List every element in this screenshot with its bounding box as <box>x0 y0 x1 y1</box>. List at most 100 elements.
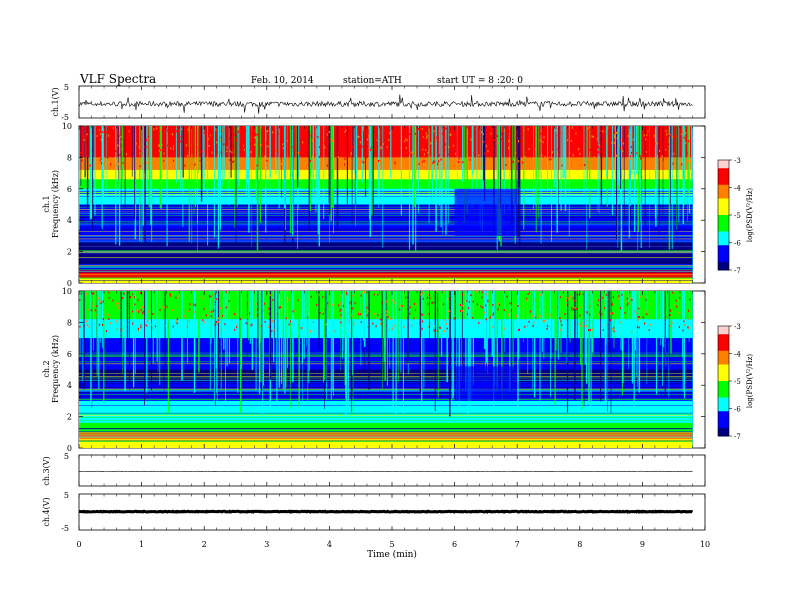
noise-speck <box>220 329 222 332</box>
noise-speck <box>175 130 178 133</box>
noise-speck <box>99 159 101 162</box>
noise-speck <box>153 128 155 131</box>
noise-speck <box>542 141 544 144</box>
colorbar-segment <box>718 223 729 227</box>
noise-speck <box>567 297 569 300</box>
noise-speck <box>425 137 428 140</box>
noise-speck <box>665 315 667 318</box>
noise-speck <box>492 312 495 315</box>
noise-speck <box>361 145 363 148</box>
noise-speck <box>158 149 160 152</box>
noise-speck <box>426 127 428 130</box>
ch4-voltage-label: ch.4(V) <box>42 497 51 526</box>
noise-speck <box>159 149 161 152</box>
noise-speck <box>231 151 233 154</box>
noise-speck <box>522 307 525 310</box>
noise-speck <box>684 323 686 326</box>
noise-speck <box>404 140 406 142</box>
noise-speck <box>381 302 383 305</box>
noise-speck <box>300 327 302 330</box>
noise-speck <box>158 144 160 147</box>
noise-speck <box>429 156 431 159</box>
noise-speck <box>177 316 179 319</box>
noise-speck <box>423 160 425 163</box>
noise-speck <box>125 144 127 147</box>
noise-speck <box>687 140 690 143</box>
noise-speck <box>206 294 208 297</box>
noise-speck <box>374 312 376 315</box>
noise-speck <box>108 317 110 320</box>
noise-speck <box>235 139 238 142</box>
noise-speck <box>243 148 245 151</box>
noise-speck <box>596 137 598 140</box>
noise-speck <box>668 157 670 160</box>
noise-speck <box>79 299 81 301</box>
noise-speck <box>386 324 388 327</box>
noise-speck <box>406 139 408 142</box>
noise-speck <box>318 293 320 296</box>
noise-speck <box>121 329 123 332</box>
noise-speck <box>221 129 223 132</box>
noise-speck <box>139 307 141 310</box>
noise-speck <box>117 302 119 305</box>
y-tick-label: 6 <box>67 185 72 194</box>
noise-speck <box>614 133 616 136</box>
colorbar-tick-label: -6 <box>734 240 741 248</box>
noise-speck <box>485 293 487 296</box>
noise-speck <box>100 157 102 160</box>
noise-speck <box>524 325 526 328</box>
noise-speck <box>115 302 117 305</box>
noise-speck <box>326 164 328 167</box>
noise-speck <box>312 155 314 158</box>
noise-speck <box>432 301 434 304</box>
noise-speck <box>446 148 448 151</box>
noise-speck <box>164 324 167 327</box>
noise-speck <box>120 135 122 138</box>
noise-speck <box>444 143 446 146</box>
colorbar-tick-label: -4 <box>734 185 741 193</box>
noise-speck <box>448 146 450 149</box>
noise-speck <box>457 148 459 151</box>
noise-speck <box>116 314 118 317</box>
noise-speck <box>139 155 141 158</box>
colorbar-segment <box>718 364 729 368</box>
noise-speck <box>328 131 330 133</box>
noise-speck <box>326 138 328 141</box>
noise-speck <box>96 142 98 145</box>
noise-speck <box>421 320 424 323</box>
noise-speck <box>358 136 360 138</box>
noise-speck <box>270 320 273 323</box>
noise-speck <box>187 310 189 312</box>
noise-speck <box>152 313 154 315</box>
noise-speck <box>482 141 484 144</box>
noise-speck <box>574 299 576 302</box>
colorbar-segment <box>718 353 729 357</box>
spectral-band <box>79 126 693 158</box>
noise-speck <box>450 147 452 150</box>
noise-speck <box>472 312 474 315</box>
noise-speck <box>660 132 662 135</box>
noise-speck <box>575 293 577 296</box>
noise-speck <box>98 129 100 132</box>
noise-speck <box>115 305 117 308</box>
noise-speck <box>250 151 252 153</box>
noise-speck <box>509 309 511 312</box>
noise-speck <box>450 297 452 300</box>
noise-speck <box>531 315 533 318</box>
noise-speck <box>574 306 576 309</box>
ch2-colorbar: -3 -4 -5 -6 -7 log(PSD(V²/Hz) <box>717 323 754 441</box>
noise-speck <box>640 157 642 160</box>
noise-speck <box>517 329 520 331</box>
noise-speck <box>647 130 649 133</box>
noise-speck <box>147 310 149 313</box>
noise-speck <box>450 146 452 149</box>
noise-speck <box>467 132 469 135</box>
noise-speck <box>560 328 562 331</box>
noise-speck <box>334 330 336 333</box>
noise-speck <box>508 146 510 149</box>
colorbar-segment <box>718 217 729 221</box>
noise-speck <box>364 309 367 312</box>
noise-speck <box>162 305 164 308</box>
noise-speck <box>447 310 449 313</box>
noise-speck <box>190 138 192 141</box>
